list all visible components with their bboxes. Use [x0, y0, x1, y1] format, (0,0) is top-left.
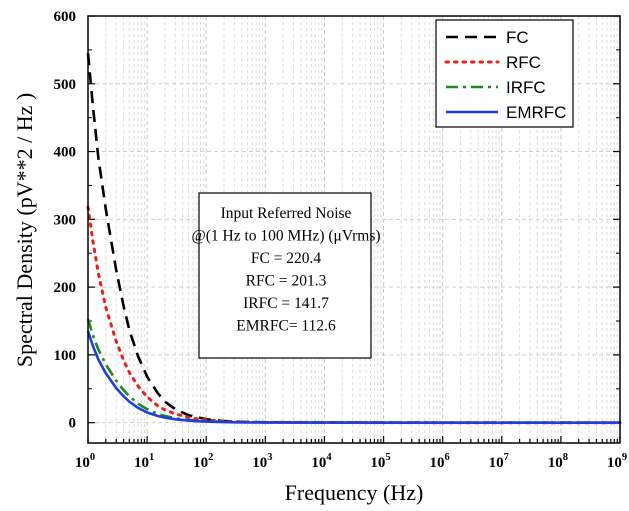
annotation-line: EMRFC= 112.6 [236, 318, 336, 335]
y-tick-label: 300 [54, 212, 77, 228]
y-tick-label: 600 [54, 9, 77, 25]
y-tick-label: 200 [54, 280, 77, 296]
annotation-line: @(1 Hz to 100 MHz) (μVrms) [191, 228, 380, 245]
legend-label-rfc: RFC [506, 53, 541, 72]
x-axis-title: Frequency (Hz) [285, 480, 424, 505]
legend-label-fc: FC [506, 28, 529, 47]
y-axis-title: Spectral Density (pV**2 / Hz ) [12, 93, 37, 367]
x-tick-label: 103 [252, 452, 272, 471]
x-tick-label: 106 [430, 452, 450, 471]
x-tick-label: 104 [311, 452, 332, 471]
annotation-line: IRFC = 141.7 [243, 295, 329, 312]
y-tick-label: 400 [54, 145, 77, 161]
y-tick-label: 500 [54, 77, 77, 93]
legend-label-irfc: IRFC [506, 78, 546, 97]
annotation-line: RFC = 201.3 [246, 273, 327, 290]
x-tick-label: 101 [134, 452, 154, 471]
x-tick-label: 107 [489, 452, 509, 471]
y-tick-label: 0 [69, 416, 77, 432]
legend: FC RFC IRFC EMRFC [436, 20, 573, 127]
x-tick-label: 105 [370, 452, 390, 471]
x-tick-label: 102 [193, 452, 213, 471]
x-tick-label: 109 [607, 452, 627, 471]
x-tick-label: 108 [548, 452, 568, 471]
y-tick-label: 100 [54, 348, 77, 364]
annotation-line: FC = 220.4 [251, 250, 322, 267]
annotation: Input Referred Noise @(1 Hz to 100 MHz) (… [191, 193, 380, 358]
annotation-line: Input Referred Noise [221, 205, 352, 222]
legend-label-emrfc: EMRFC [506, 103, 566, 122]
x-tick-label: 100 [75, 452, 95, 471]
